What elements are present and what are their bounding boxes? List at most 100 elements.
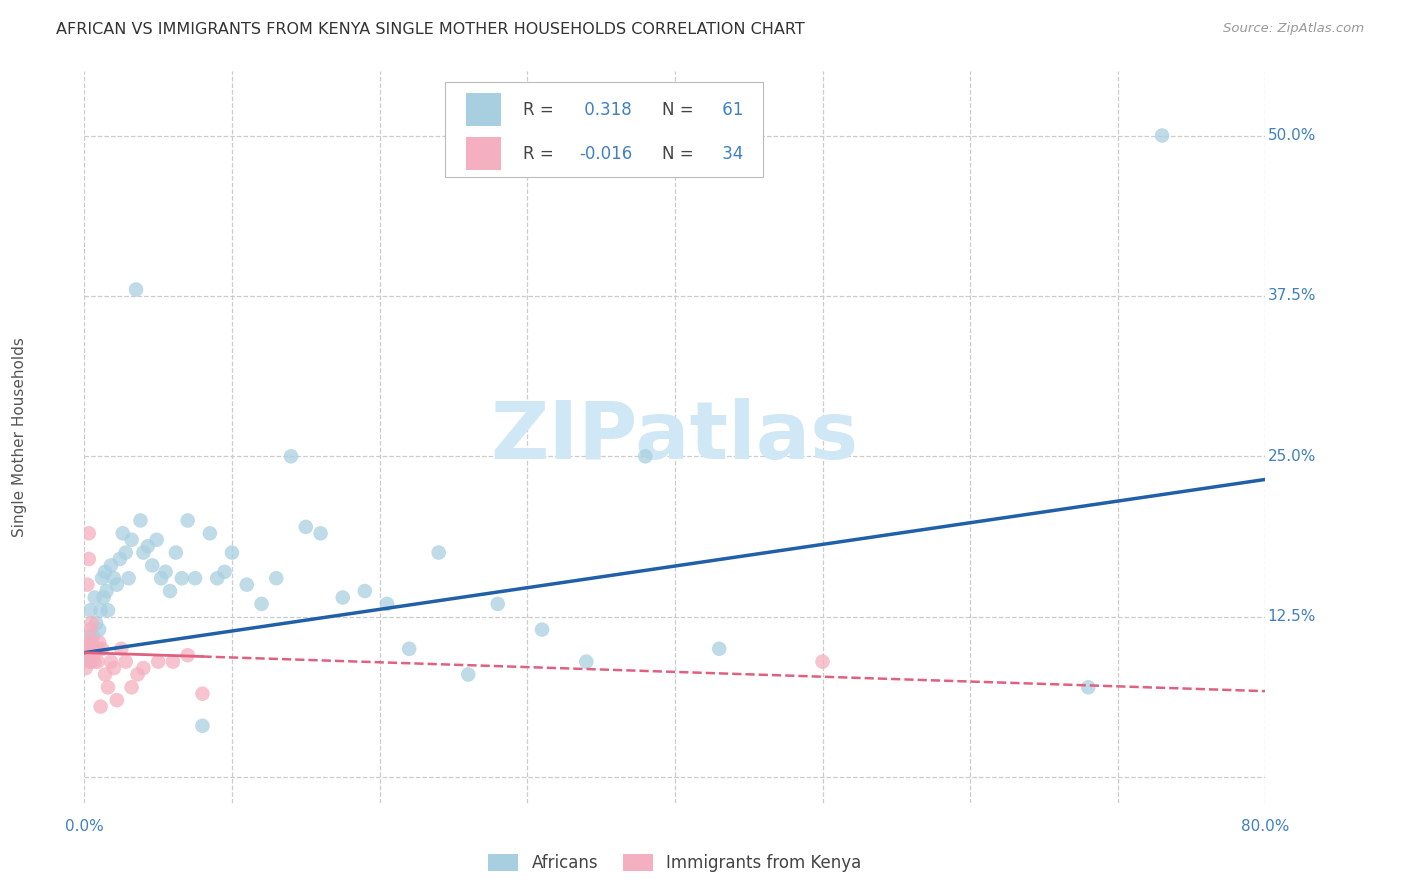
Point	[332, 591, 354, 605]
Point	[82, 648, 104, 663]
Point	[79, 655, 101, 669]
Point	[105, 693, 128, 707]
Text: N =: N =	[662, 101, 699, 119]
Point	[100, 558, 122, 573]
Legend: Africans, Immigrants from Kenya: Africans, Immigrants from Kenya	[481, 847, 869, 879]
Point	[145, 533, 167, 547]
Point	[87, 623, 111, 637]
Point	[125, 283, 148, 297]
Point	[79, 655, 101, 669]
Point	[91, 571, 114, 585]
Point	[86, 641, 108, 656]
Text: R =: R =	[523, 101, 558, 119]
Point	[177, 514, 200, 528]
Point	[198, 526, 221, 541]
Point	[87, 635, 111, 649]
Point	[280, 450, 302, 464]
Text: 0.0%: 0.0%	[65, 820, 104, 835]
Point	[84, 616, 107, 631]
Point	[80, 641, 103, 656]
Point	[235, 577, 259, 591]
Point	[94, 565, 117, 579]
Text: Source: ZipAtlas.com: Source: ZipAtlas.com	[1223, 22, 1364, 36]
Text: -0.016: -0.016	[579, 145, 633, 162]
Point	[90, 699, 112, 714]
Text: 0.318: 0.318	[579, 101, 631, 119]
Point	[77, 629, 100, 643]
Point	[709, 641, 731, 656]
Point	[129, 514, 152, 528]
Point	[82, 629, 104, 643]
Point	[136, 539, 159, 553]
Text: 37.5%: 37.5%	[1268, 288, 1316, 303]
Point	[79, 623, 101, 637]
Text: ZIPatlas: ZIPatlas	[491, 398, 859, 476]
Point	[118, 571, 141, 585]
Point	[148, 655, 170, 669]
Point	[159, 584, 181, 599]
Point	[1150, 128, 1173, 143]
FancyBboxPatch shape	[444, 82, 763, 178]
Point	[354, 584, 377, 599]
Point	[83, 655, 105, 669]
Point	[121, 681, 143, 695]
Point	[86, 655, 108, 669]
Point	[486, 597, 509, 611]
Point	[191, 719, 214, 733]
Point	[250, 597, 273, 611]
Point	[80, 616, 103, 631]
Point	[309, 526, 332, 541]
Point	[100, 655, 122, 669]
Point	[221, 545, 243, 559]
Point	[75, 641, 97, 656]
Text: 34: 34	[717, 145, 744, 162]
Point	[108, 552, 131, 566]
Point	[398, 641, 420, 656]
Text: 25.0%: 25.0%	[1268, 449, 1316, 464]
Point	[90, 603, 112, 617]
Point	[91, 641, 114, 656]
Point	[177, 648, 200, 663]
Point	[575, 655, 598, 669]
Point	[205, 571, 228, 585]
Text: N =: N =	[662, 145, 699, 162]
Point	[155, 565, 177, 579]
FancyBboxPatch shape	[465, 137, 502, 170]
Point	[77, 552, 100, 566]
Point	[97, 681, 120, 695]
Point	[132, 545, 155, 559]
Point	[105, 577, 128, 591]
Point	[184, 571, 207, 585]
Point	[76, 641, 98, 656]
FancyBboxPatch shape	[465, 94, 502, 127]
Point	[111, 526, 134, 541]
Point	[93, 591, 115, 605]
Point	[110, 641, 132, 656]
Point	[427, 545, 450, 559]
Point	[114, 545, 136, 559]
Point	[264, 571, 288, 585]
Point	[132, 661, 155, 675]
Point	[83, 591, 105, 605]
Point	[103, 661, 125, 675]
Text: 80.0%: 80.0%	[1241, 820, 1289, 835]
Point	[77, 526, 100, 541]
Point	[121, 533, 143, 547]
Point	[94, 667, 117, 681]
Point	[80, 635, 103, 649]
Point	[76, 635, 98, 649]
Point	[191, 687, 214, 701]
Text: 61: 61	[717, 101, 744, 119]
Point	[214, 565, 236, 579]
Point	[96, 584, 118, 599]
Point	[82, 641, 104, 656]
Point	[75, 661, 97, 675]
Point	[457, 667, 479, 681]
Point	[79, 603, 101, 617]
Point	[103, 571, 125, 585]
Point	[141, 558, 163, 573]
Point	[84, 641, 107, 656]
Point	[97, 603, 120, 617]
Text: 50.0%: 50.0%	[1268, 128, 1316, 143]
Point	[634, 450, 657, 464]
